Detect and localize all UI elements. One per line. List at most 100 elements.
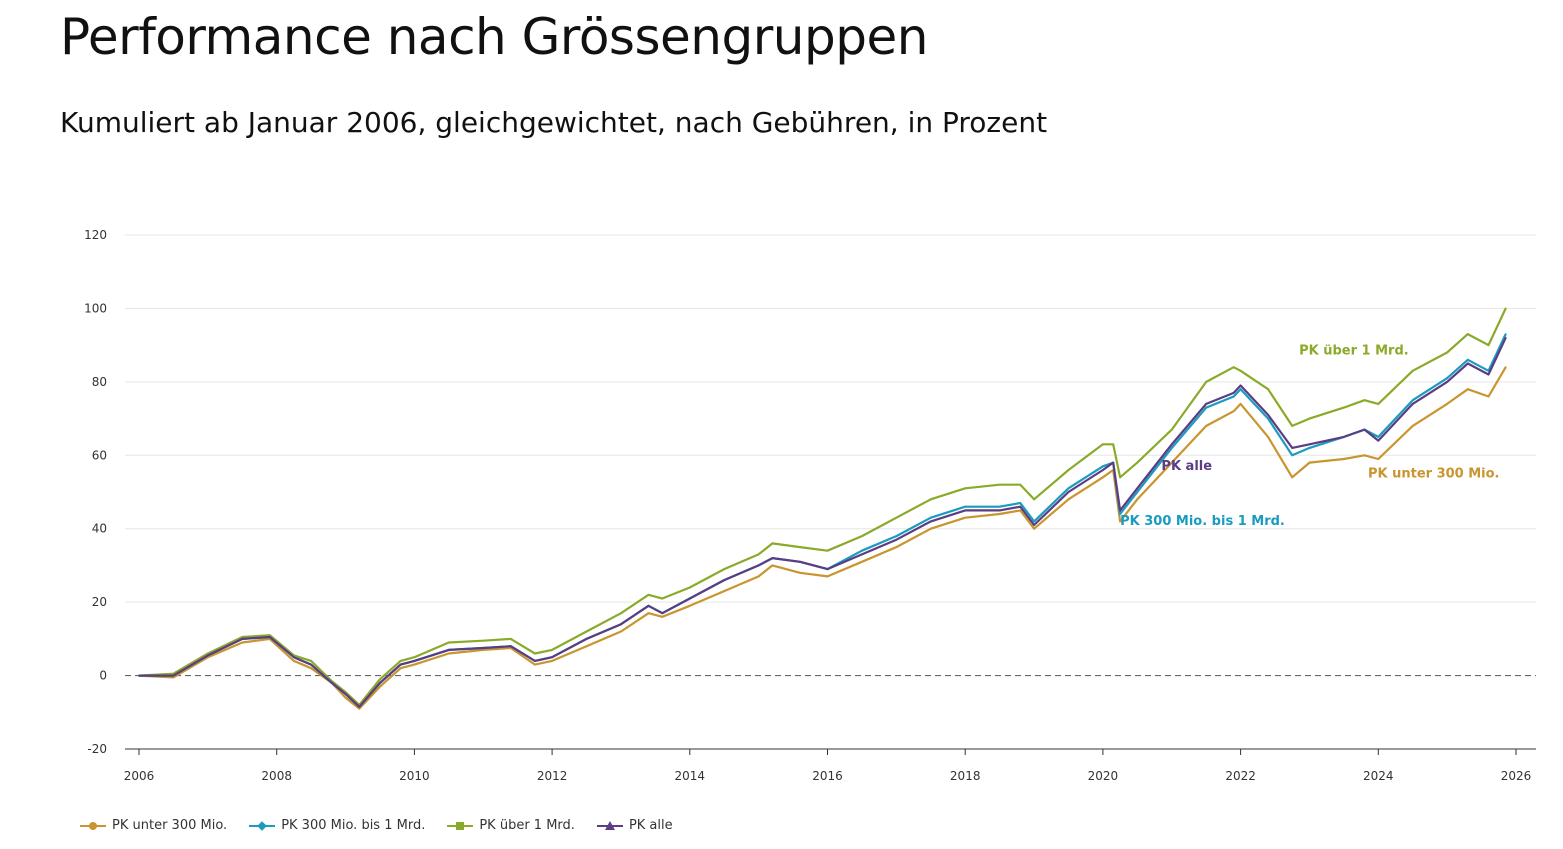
data-point	[1170, 447, 1173, 449]
data-point	[1308, 447, 1311, 449]
data-point	[1019, 505, 1022, 508]
legend-item-pk-alle[interactable]: PK alle	[596, 818, 673, 833]
data-point	[1067, 498, 1070, 501]
data-point	[799, 546, 801, 548]
data-point	[688, 597, 691, 600]
data-point	[1119, 509, 1122, 512]
x-tick-label-2010: 2010	[399, 769, 430, 783]
legend-item-pk-300-bis-1-mrd[interactable]: PK 300 Mio. bis 1 Mrd.	[249, 818, 425, 833]
data-point	[1239, 388, 1242, 391]
data-point	[723, 579, 726, 582]
data-point	[757, 553, 760, 556]
legend-item-pk-ueber-1-mrd[interactable]: PK über 1 Mrd.	[447, 818, 575, 833]
data-point	[1067, 487, 1070, 490]
data-point	[861, 535, 863, 537]
x-tick-label-2006: 2006	[124, 769, 155, 783]
legend-swatch-pk-unter-300	[80, 820, 106, 832]
data-point	[771, 564, 774, 567]
data-point	[688, 604, 691, 607]
data-point	[268, 634, 271, 637]
annotation-pk-300-mio-bis-1-mrd-: PK 300 Mio. bis 1 Mrd.	[1120, 514, 1285, 529]
series-line-pk-300-mio-bis-1-mrd-	[139, 333, 1507, 708]
data-point	[585, 645, 588, 648]
data-point	[1239, 384, 1242, 387]
data-point	[1019, 509, 1022, 512]
data-point	[1136, 461, 1139, 464]
series-line-pk-unter-300-mio-	[138, 366, 1507, 710]
x-tick-label-2012: 2012	[537, 769, 568, 783]
data-point	[551, 656, 553, 659]
data-point	[509, 637, 512, 640]
data-point	[1291, 425, 1294, 427]
data-point	[757, 575, 760, 578]
data-point	[533, 659, 536, 662]
data-point	[1232, 391, 1235, 394]
data-point	[964, 487, 967, 490]
data-point	[1239, 402, 1242, 405]
x-tick-label-2018: 2018	[950, 769, 981, 783]
data-point	[771, 542, 774, 545]
data-point	[1067, 469, 1070, 471]
data-point	[998, 505, 1001, 508]
data-point	[1308, 461, 1311, 464]
data-point	[413, 656, 416, 659]
data-point	[1411, 399, 1414, 402]
data-point	[1291, 476, 1294, 479]
data-point	[998, 483, 1001, 486]
data-point	[1112, 443, 1115, 446]
legend-swatch-pk-300-bis-1-mrd	[249, 820, 276, 832]
annotation-pk-unter-300-mio-: PK unter 300 Mio.	[1368, 466, 1500, 481]
data-point	[688, 586, 691, 589]
data-point	[268, 636, 271, 638]
y-tick-label-40: 40	[92, 522, 107, 536]
data-point	[620, 612, 622, 615]
data-point	[1033, 524, 1035, 526]
data-point	[1446, 351, 1449, 354]
axes: -20 0 20 40 60 80 100 120 2006 2008 2010 2012 2014 20…	[84, 228, 1536, 783]
legend-item-pk-unter-300[interactable]: PK unter 300 Mio.	[80, 818, 227, 833]
data-point	[1170, 443, 1173, 446]
legend-label: PK 300 Mio. bis 1 Mrd.	[281, 818, 426, 833]
data-point	[399, 659, 402, 662]
data-point	[241, 636, 244, 638]
data-point	[998, 509, 1001, 512]
y-tick-label-100: 100	[84, 301, 107, 315]
data-point	[1308, 417, 1311, 420]
data-point	[929, 527, 932, 530]
series-line-pk-ber-1-mrd-	[138, 307, 1507, 707]
data-point	[929, 516, 932, 519]
data-point	[1446, 377, 1449, 380]
data-point	[661, 612, 664, 615]
data-point	[533, 663, 536, 666]
data-point	[447, 652, 450, 655]
data-point	[647, 604, 650, 607]
data-point	[1504, 336, 1507, 339]
data-point	[861, 549, 863, 552]
data-point	[1267, 388, 1270, 391]
data-point	[647, 612, 650, 615]
legend-triangle-marker	[604, 820, 615, 830]
x-tick-label-2014: 2014	[675, 769, 706, 783]
data-point	[964, 505, 967, 508]
data-point	[1019, 483, 1022, 486]
data-point	[399, 663, 402, 666]
data-point	[1504, 333, 1507, 336]
data-point	[1487, 395, 1490, 398]
data-point	[1119, 520, 1122, 523]
data-point	[413, 659, 416, 662]
data-point	[533, 652, 536, 655]
data-point	[551, 659, 553, 662]
data-point	[1239, 369, 1242, 372]
data-point	[1102, 469, 1104, 471]
y-tick-label-80: 80	[92, 375, 107, 389]
data-point	[241, 641, 244, 644]
y-tick-label-60: 60	[92, 448, 107, 462]
data-point	[358, 705, 361, 708]
data-point	[1232, 366, 1235, 369]
data-point	[1119, 476, 1122, 479]
data-point	[1136, 498, 1139, 501]
data-point	[895, 546, 898, 548]
data-point	[1446, 402, 1449, 405]
legend-square-marker	[456, 821, 465, 830]
data-point	[661, 615, 664, 618]
